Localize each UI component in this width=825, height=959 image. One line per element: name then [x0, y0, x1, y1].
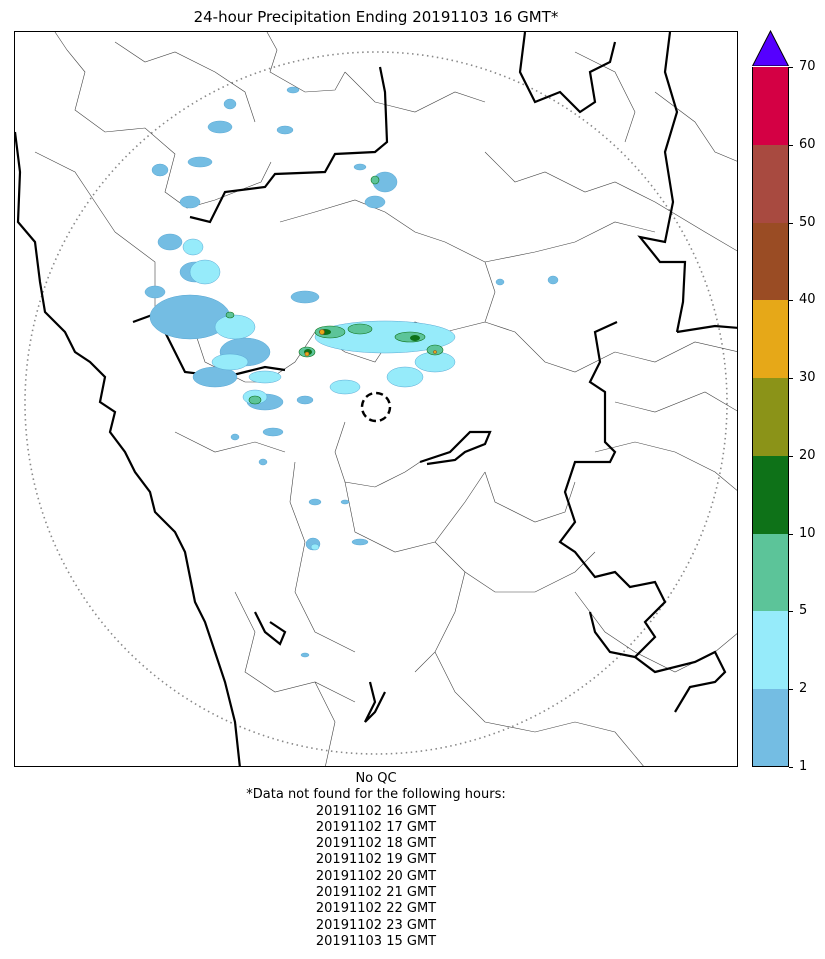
colorbar-segment	[752, 533, 789, 612]
colorbar-tick-label: 2	[799, 681, 808, 697]
qc-label: No QC	[355, 771, 397, 786]
colorbar-segment	[752, 67, 789, 145]
colorbar-tick	[789, 300, 793, 302]
missing-hour-item: 20191103 15 GMT	[315, 933, 437, 949]
colorbar-tick-label: 30	[799, 370, 816, 386]
colorbar-tick-label: 70	[799, 59, 816, 74]
colorbar-tick-label: 20	[799, 447, 816, 463]
colorbar: 1 2 5 10 20 30 40 50 60 70	[752, 30, 816, 774]
colorbar-tick-label: 1	[799, 759, 808, 774]
precip-green	[225, 175, 444, 405]
colorbar-segment	[752, 689, 789, 767]
colorbar-extend-triangle	[752, 30, 789, 66]
colorbar-tick-label: 10	[799, 525, 816, 541]
missing-hour-item: 20191102 21 GMT	[315, 885, 437, 901]
map-canvas	[15, 32, 737, 766]
district-borders	[34, 32, 737, 766]
precipitation-map[interactable]	[14, 31, 738, 767]
footer-notes: No QC *Data not found for the following …	[0, 771, 752, 950]
precip-max	[304, 329, 437, 357]
colorbar-tick	[789, 533, 793, 535]
colorbar-tick-label: 50	[799, 214, 816, 230]
missing-hour-item: 20191102 19 GMT	[315, 852, 437, 868]
colorbar-tick	[789, 144, 793, 146]
missing-hour-item: 20191102 23 GMT	[315, 917, 437, 933]
colorbar-segment	[752, 378, 789, 456]
radar-site-marker	[360, 391, 392, 423]
colorbar-tick-label: 5	[799, 603, 808, 619]
colorbar-segment	[752, 144, 789, 223]
colorbar-segment	[752, 300, 789, 379]
missing-hour-item: 20191102 17 GMT	[315, 819, 437, 835]
colorbar-tick	[789, 455, 793, 457]
missing-hour-item: 20191102 22 GMT	[315, 901, 437, 917]
colorbar-tick-label: 60	[799, 136, 816, 152]
state-borders	[15, 32, 737, 766]
colorbar-tick	[789, 222, 793, 224]
colorbar-tick	[789, 378, 793, 380]
missing-data-note: *Data not found for the following hours:	[246, 787, 506, 803]
colorbar-segment	[752, 222, 789, 301]
range-ring	[24, 51, 728, 755]
colorbar-segment	[752, 611, 789, 690]
missing-hour-item: 20191102 16 GMT	[315, 803, 437, 819]
colorbar-tick	[789, 767, 793, 768]
colorbar-segment	[752, 455, 789, 534]
colorbar-tick	[789, 611, 793, 613]
colorbar-tick	[789, 689, 793, 691]
chart-title: 24-hour Precipitation Ending 20191103 16…	[193, 8, 559, 26]
missing-hour-item: 20191102 18 GMT	[315, 836, 437, 852]
colorbar-tick-label: 40	[799, 292, 816, 308]
precip-light-blue	[144, 86, 559, 658]
colorbar-tick	[789, 67, 793, 68]
missing-hour-item: 20191102 20 GMT	[315, 868, 437, 884]
